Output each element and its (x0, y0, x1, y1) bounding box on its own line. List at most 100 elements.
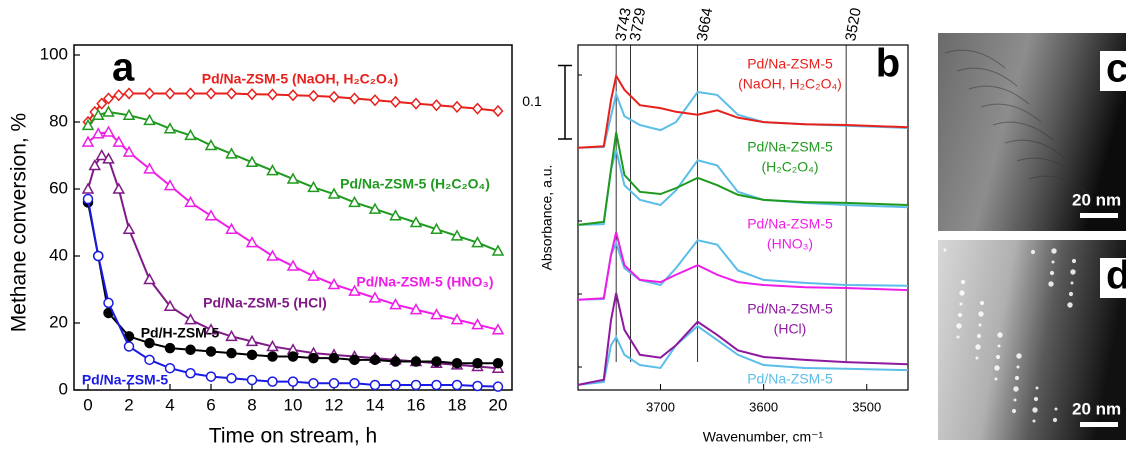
particle (1012, 409, 1016, 413)
particle (1051, 248, 1056, 253)
peak-label: 3520 (842, 7, 865, 43)
marker (371, 355, 380, 364)
marker (494, 106, 503, 116)
marker (227, 349, 236, 358)
particle (1013, 386, 1018, 391)
marker (350, 355, 359, 364)
y-tick-label: 80 (49, 111, 68, 130)
marker (125, 342, 134, 351)
marker (227, 89, 236, 99)
panel-label: a (112, 46, 135, 90)
series-label: Pd/Na-ZSM-5 (747, 56, 833, 72)
marker (114, 184, 124, 193)
marker (207, 347, 216, 356)
marker (473, 381, 482, 390)
x-tick-label: 0 (83, 395, 92, 414)
marker (186, 369, 195, 378)
marker (248, 89, 257, 99)
peak-label: 3664 (694, 7, 717, 43)
marker (391, 97, 400, 107)
marker (432, 357, 441, 366)
marker (186, 345, 195, 354)
marker (248, 350, 257, 359)
x-tick-label: 18 (448, 395, 467, 414)
series-label: Pd/H-ZSM-5 (141, 325, 220, 341)
series-label: Pd/Na-ZSM-5 (HCl) (203, 295, 327, 311)
particle (958, 313, 962, 317)
panel-label: c (1106, 47, 1126, 91)
marker (247, 238, 257, 247)
marker (453, 102, 462, 112)
figure: 02468101214161820020406080100Time on str… (0, 0, 1126, 452)
scale-bar (1080, 213, 1118, 218)
particle (956, 323, 961, 328)
marker (473, 359, 482, 368)
x-tick-label: 4 (165, 395, 174, 414)
particle (1055, 408, 1058, 411)
y-axis-label: Absorbance, a.u. (539, 165, 555, 271)
particle (1032, 407, 1037, 412)
x-tick-label: 3500 (852, 399, 881, 414)
marker (289, 352, 298, 361)
series-label: Pd/Na-ZSM-5 (747, 139, 833, 155)
marker (330, 379, 339, 388)
marker (83, 184, 93, 193)
particle (1015, 376, 1019, 380)
particle (979, 324, 982, 327)
marker (166, 344, 175, 353)
scale-label: 20 nm (1072, 399, 1121, 418)
y-tick-label: 20 (49, 312, 68, 331)
marker (94, 252, 103, 261)
plot-frame (578, 45, 908, 390)
series-label: (NaOH, H₂C₂O₄) (738, 76, 842, 92)
series-label: Pd/Na-ZSM-5 (747, 301, 833, 317)
marker (84, 195, 93, 204)
series-label: Pd/Na-ZSM-5 (747, 216, 833, 232)
x-tick-label: 2 (124, 395, 133, 414)
particle (1053, 418, 1057, 422)
spectrum (578, 132, 908, 224)
marker (371, 95, 380, 105)
particle (944, 249, 947, 252)
particle (1050, 271, 1054, 275)
particle (998, 345, 1001, 348)
marker (227, 374, 236, 383)
series-label: (HNO₃) (767, 236, 813, 252)
marker (145, 89, 154, 99)
marker (104, 107, 114, 116)
marker (309, 271, 319, 280)
particle (980, 301, 984, 305)
particle (1016, 353, 1021, 358)
particle (1034, 397, 1038, 401)
marker (186, 89, 195, 99)
marker (248, 375, 257, 384)
series-label: Pd/Na-ZSM-5 (HNO₃) (356, 274, 493, 290)
marker (166, 89, 175, 99)
reference-spectrum (578, 240, 908, 299)
marker (288, 261, 298, 270)
series-label: (H₂C₂O₄) (761, 159, 818, 175)
particle (957, 336, 960, 339)
marker (494, 359, 503, 368)
marker (207, 89, 216, 99)
marker (309, 91, 318, 101)
particle (975, 344, 980, 349)
marker (412, 380, 421, 389)
particle (1067, 302, 1072, 307)
marker (350, 94, 359, 104)
marker (494, 382, 503, 391)
particle (960, 303, 963, 306)
scale-bar (1080, 422, 1118, 427)
marker (114, 90, 123, 100)
marker (289, 377, 298, 386)
y-tick-label: 0 (59, 379, 68, 398)
particle (1070, 269, 1075, 274)
x-tick-label: 12 (325, 395, 344, 414)
particle (1069, 292, 1073, 296)
particle (1036, 387, 1039, 390)
particle (978, 311, 983, 316)
marker (125, 89, 134, 99)
y-tick-label: 40 (49, 245, 68, 264)
marker (268, 90, 277, 100)
marker (289, 90, 298, 100)
